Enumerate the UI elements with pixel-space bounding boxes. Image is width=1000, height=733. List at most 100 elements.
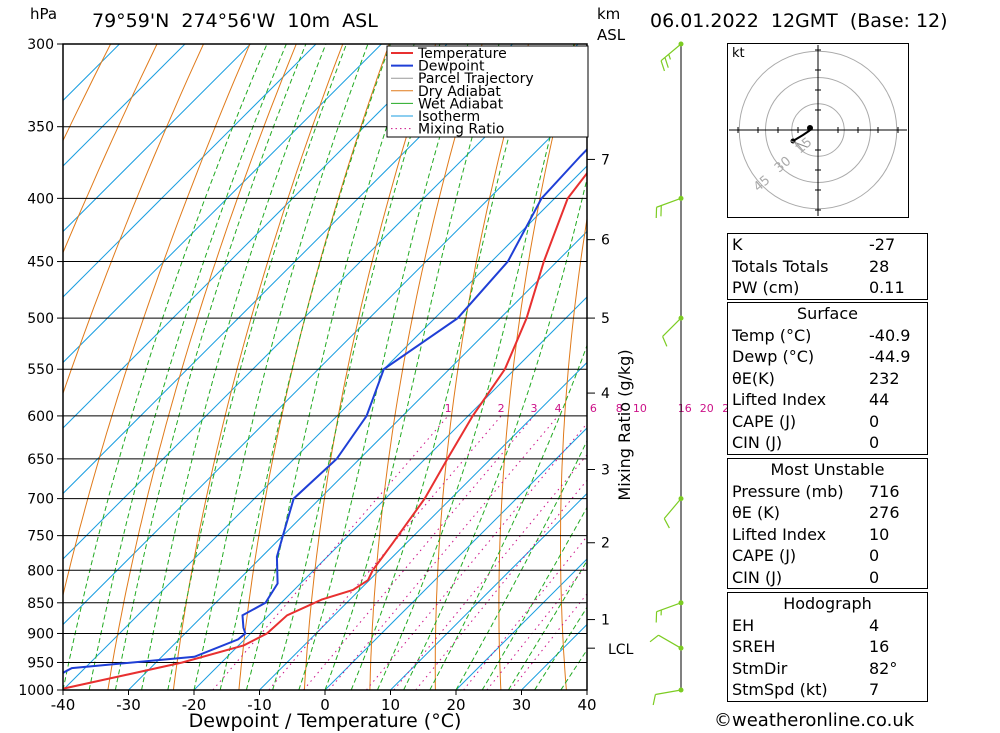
km-tick-label: 3 — [601, 462, 610, 478]
isotherm-line — [259, 361, 587, 690]
axes: 1234681016202530035040045050055060065070… — [18, 37, 736, 714]
wet-adiabat-line — [88, 44, 287, 690]
x-tick-label: -20 — [182, 696, 207, 714]
stmspd-value: 7 — [869, 680, 880, 699]
legend-box — [386, 45, 589, 138]
x-tick-label: -40 — [51, 696, 76, 714]
dry-adiabat-line — [63, 44, 158, 254]
pressure-tick-label: 350 — [27, 120, 54, 136]
pressure-tick-label: 850 — [27, 596, 54, 612]
hodo-point — [807, 125, 813, 131]
hodo-storm-vector — [790, 140, 808, 148]
wet-adiabat-line — [245, 44, 415, 690]
wet-adiabat-line — [63, 44, 268, 690]
mu-li-value: 10 — [869, 524, 890, 544]
dry-adiabat-line — [560, 215, 587, 690]
pressure-tick-label: 1000 — [18, 683, 54, 699]
mixing-ratio-label: 16 — [678, 402, 692, 415]
tt-label: Totals Totals — [732, 256, 829, 276]
tt-value: 28 — [869, 256, 890, 276]
surface-dewp-value: -44.9 — [869, 347, 911, 366]
mixing-ratio-line — [393, 454, 587, 690]
dewpoint-line — [63, 147, 587, 674]
pw-label: PW (cm) — [732, 278, 800, 297]
stmspd-label: StmSpd (kt) — [732, 680, 828, 699]
km-tick-label: 7 — [601, 152, 610, 168]
mixing-ratio-line — [328, 415, 559, 690]
isotherm-line — [63, 44, 513, 495]
mixing-ratio-line — [486, 563, 587, 690]
isotherm-line — [63, 44, 186, 167]
pw-value: 0.11 — [869, 278, 905, 297]
legend-entry: Isotherm — [418, 109, 480, 125]
stmdir-label: StmDir — [732, 658, 788, 678]
surface-cape-value: 0 — [869, 411, 880, 431]
mixing-ratio-line — [366, 422, 587, 690]
pressure-tick-label: 650 — [27, 452, 54, 468]
km-tick-label: 2 — [601, 536, 610, 552]
dry-adiabat-line — [678, 44, 714, 690]
legend-entry: Temperature — [417, 46, 507, 62]
hodo-unit-label: kt — [732, 46, 745, 61]
pressure-tick-label: 750 — [27, 529, 54, 545]
pressure-level-lines — [63, 43, 587, 691]
pressure-tick-label: 450 — [27, 255, 54, 271]
sounding-profiles — [63, 147, 587, 690]
km-tick-label: 6 — [601, 233, 610, 249]
x-tick-label: -30 — [116, 696, 141, 714]
mixing-ratio-label: 2 — [498, 402, 505, 415]
sreh-value: 16 — [869, 637, 890, 656]
isotherm-line — [63, 44, 120, 102]
surface-cape-label: CAPE (J) — [732, 411, 797, 431]
dry-adiabat-line — [498, 44, 576, 690]
mixing-ratio-label: 20 — [700, 402, 714, 415]
mixing-ratio-label: 4 — [555, 402, 562, 415]
wind-barb-flag — [664, 57, 669, 68]
isotherm-line — [63, 44, 251, 233]
pressure-tick-label: 700 — [27, 492, 54, 508]
wet-adiabat-line — [219, 44, 391, 690]
mixing-ratio-label: 10 — [633, 402, 647, 415]
isotherm-line — [63, 99, 587, 626]
pressure-tick-label: 300 — [27, 37, 54, 53]
wind-barb-flag — [663, 518, 670, 529]
wet-adiabat-line — [167, 44, 347, 690]
x-tick-label: 40 — [577, 696, 596, 714]
datetime-title: 06.01.2022 12GMT (Base: 12) — [650, 10, 948, 32]
plot-frame — [62, 43, 588, 691]
k-value: -27 — [869, 235, 896, 254]
wind-barb-flag — [662, 336, 668, 347]
wet-adiabat-line — [455, 439, 587, 690]
legend-entry: Dewpoint — [418, 59, 485, 75]
km-unit-label: km — [597, 5, 620, 23]
k-label: K — [732, 235, 743, 254]
surface-temp-label: Temp (°C) — [732, 325, 812, 345]
x-tick-label: 0 — [320, 696, 330, 714]
isotherm-line — [128, 230, 587, 690]
mixing-ratio-label: 6 — [590, 402, 597, 415]
mu-li-label: Lifted Index — [732, 524, 827, 544]
mu-title: Most Unstable — [770, 460, 885, 479]
isotherm-line — [63, 44, 448, 429]
wind-barb-flag — [660, 60, 666, 72]
wet-adiabat-line — [114, 44, 307, 690]
km-tick-label: 1 — [601, 613, 610, 629]
hodo-stats-title: Hodograph — [783, 594, 872, 613]
wind-barb-staff — [658, 634, 682, 649]
mixing-ratio-lines — [212, 415, 587, 690]
asl-unit-label: ASL — [597, 26, 626, 44]
mixing-ratio-axis-title: Mixing Ratio (g/kg) — [615, 349, 634, 500]
hpa-unit-label: hPa — [30, 5, 57, 23]
wind-barb-staff — [662, 317, 682, 337]
wind-barb-flag — [652, 694, 656, 706]
km-tick-label: 5 — [601, 311, 610, 327]
mixing-ratio-label: 3 — [530, 402, 537, 415]
pressure-tick-label: 600 — [27, 409, 54, 425]
pressure-tick-label: 900 — [27, 626, 54, 642]
wind-barb-flag — [668, 54, 671, 60]
mu-theta-value: 276 — [869, 503, 900, 522]
credit-link[interactable]: ©weatheronline.co.uk — [714, 710, 915, 731]
